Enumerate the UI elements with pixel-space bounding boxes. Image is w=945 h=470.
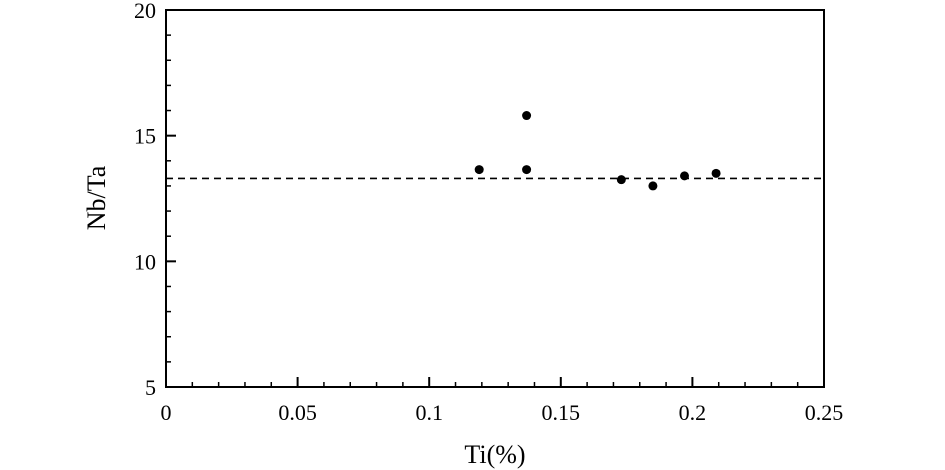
major-ticks bbox=[165, 9, 825, 388]
data-point bbox=[522, 165, 532, 175]
data-point bbox=[616, 175, 626, 185]
y-tick-label: 20 bbox=[134, 0, 156, 23]
plot-area-frame bbox=[165, 9, 825, 388]
x-axis-title: Ti(%) bbox=[464, 440, 525, 469]
x-tick-label: 0.05 bbox=[278, 400, 317, 425]
minor-ticks bbox=[166, 34, 799, 387]
data-point bbox=[522, 111, 532, 121]
data-points bbox=[474, 111, 721, 191]
y-tick-label: 10 bbox=[134, 249, 156, 274]
x-tick-label: 0.25 bbox=[805, 400, 844, 425]
x-tick-label: 0 bbox=[161, 400, 172, 425]
y-tick-label: 15 bbox=[134, 124, 156, 149]
x-tick-label: 0.1 bbox=[415, 400, 443, 425]
data-point bbox=[474, 165, 484, 175]
x-tick-label: 0.2 bbox=[679, 400, 707, 425]
y-tick-label: 5 bbox=[145, 375, 156, 400]
data-point bbox=[648, 181, 658, 191]
x-tick-label: 0.15 bbox=[542, 400, 581, 425]
y-axis-title: Nb/Ta bbox=[82, 165, 111, 230]
data-point bbox=[680, 171, 690, 181]
data-point bbox=[711, 168, 721, 178]
tick-labels: 0 0.05 0.1 0.15 0.2 0.25 5 10 15 20 bbox=[134, 0, 843, 425]
